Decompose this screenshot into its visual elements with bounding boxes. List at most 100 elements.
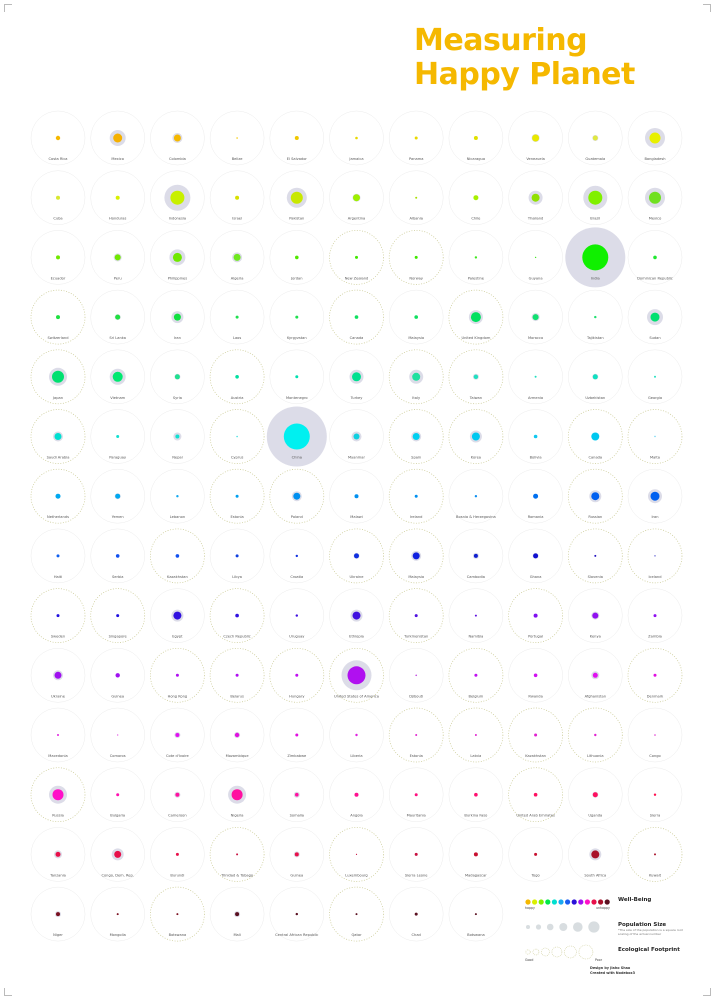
country-label: Zambia (648, 635, 662, 639)
country-label: New Zealand (345, 276, 369, 280)
wellbeing-dot (296, 614, 298, 616)
country-cell: Czech Republic (210, 589, 264, 643)
country-cell: Philippines (150, 230, 204, 284)
legend-population-swatch (536, 924, 541, 929)
wellbeing-dot (114, 851, 121, 858)
country-label: Turkey (350, 396, 364, 400)
wellbeing-dot (56, 494, 61, 499)
credit-line-2: Created with Nodebox3 (590, 971, 635, 976)
country-label: Croatia (290, 575, 303, 579)
country-label: Yemen (112, 515, 124, 519)
country-cell: Malaysia (389, 290, 443, 344)
wellbeing-dot (535, 257, 536, 258)
country-label: Armenia (528, 396, 543, 400)
country-label: Qatar (351, 933, 362, 937)
legend-footprint-title: Ecological Footprint (618, 947, 680, 953)
country-label: Somalia (290, 814, 304, 818)
wellbeing-dot (57, 614, 60, 617)
country-label: Sierra (650, 814, 661, 818)
wellbeing-dot (534, 734, 537, 737)
wellbeing-dot (654, 794, 656, 796)
wellbeing-dot (474, 554, 478, 558)
country-label: Kazakhstan (525, 754, 546, 758)
legend-wellbeing-swatch (539, 899, 544, 904)
country-cell: Sudan (628, 290, 682, 344)
country-label: Georgia (648, 396, 662, 400)
country-label: Kenya (590, 635, 601, 639)
country-label: Cuba (53, 217, 62, 221)
country-cell: Cameroon (150, 768, 204, 822)
wellbeing-dot (296, 555, 298, 557)
country-label: Thailand (527, 217, 543, 221)
wellbeing-dot (475, 913, 477, 915)
country-label: Central African Republic (275, 933, 318, 937)
wellbeing-dot (414, 315, 418, 319)
legend-population-swatch (573, 922, 583, 932)
wellbeing-dot (116, 196, 120, 200)
legend-footprint-swatch (526, 950, 530, 954)
country-label: Canada (588, 456, 602, 460)
country-label: Angola (350, 814, 362, 818)
wellbeing-dot (532, 194, 540, 202)
country-cell: Ghana (509, 529, 563, 583)
country-cell: Uzbekistan (568, 350, 622, 404)
country-cell: Canada (568, 410, 622, 464)
country-label: Russia (52, 814, 64, 818)
wellbeing-dot (415, 675, 417, 677)
legend-footprint-swatch (579, 945, 593, 959)
wellbeing-dot (535, 376, 537, 378)
wellbeing-dot (176, 853, 179, 856)
country-cell: Costa Rica (31, 111, 85, 165)
wellbeing-dot (415, 495, 418, 498)
country-label: Latvia (470, 754, 481, 758)
country-cell: China (267, 407, 327, 467)
wellbeing-dot (591, 433, 599, 441)
country-label: Rwanda (528, 694, 542, 698)
country-label: Ireland (410, 515, 422, 519)
country-cell: Venezuela (509, 111, 563, 165)
country-label: Peru (114, 276, 122, 280)
legend-population-note: *The size of the population is a square … (618, 929, 688, 936)
wellbeing-dot (412, 373, 420, 381)
country-label: Tajikistan (586, 336, 604, 340)
wellbeing-dot (236, 436, 238, 438)
country-label: Myanmar (348, 456, 365, 460)
country-label: Canada (350, 336, 364, 340)
wellbeing-dot (654, 376, 656, 378)
country-label: Malawi (350, 515, 362, 519)
country-cell: Chile (449, 171, 503, 225)
country-label: Liberia (350, 754, 362, 758)
country-label: Bulgaria (110, 814, 125, 818)
country-cell: Zimbabwe (270, 708, 324, 762)
legend-footprint-swatch (552, 947, 562, 957)
legend: Well-Being happy unhappy Population Size… (522, 870, 702, 970)
country-label: Zimbabwe (287, 754, 307, 758)
country-label: Uganda (588, 814, 602, 818)
country-label: Congo, Dem. Rep. (101, 873, 133, 877)
wellbeing-dot (654, 853, 656, 855)
country-label: Ecuador (51, 276, 66, 280)
wellbeing-dot (649, 192, 661, 204)
country-label: Albania (409, 217, 422, 221)
wellbeing-dot (472, 433, 480, 441)
wellbeing-dot (474, 136, 478, 140)
country-label: Honduras (109, 217, 126, 221)
country-label: China (292, 456, 302, 460)
country-label: Comoros (110, 754, 126, 758)
wellbeing-dot (474, 793, 478, 797)
country-cell: Tajikistan (568, 290, 622, 344)
country-cell: Thailand (509, 171, 563, 225)
country-label: Singapore (109, 635, 128, 639)
country-cell: Denmark (628, 648, 682, 702)
legend-wellbeing-swatch (552, 899, 557, 904)
country-cell: Libya (210, 529, 264, 583)
country-label: Venezuela (526, 157, 544, 161)
country-cell: Korea (449, 410, 503, 464)
country-cell: Nicaragua (449, 111, 503, 165)
country-label: Ghana (530, 575, 542, 579)
country-label: Namibia (468, 635, 483, 639)
country-cell: Slovenia (568, 529, 622, 583)
wellbeing-dot (174, 135, 181, 142)
wellbeing-dot (236, 674, 239, 677)
wellbeing-dot (116, 673, 120, 677)
